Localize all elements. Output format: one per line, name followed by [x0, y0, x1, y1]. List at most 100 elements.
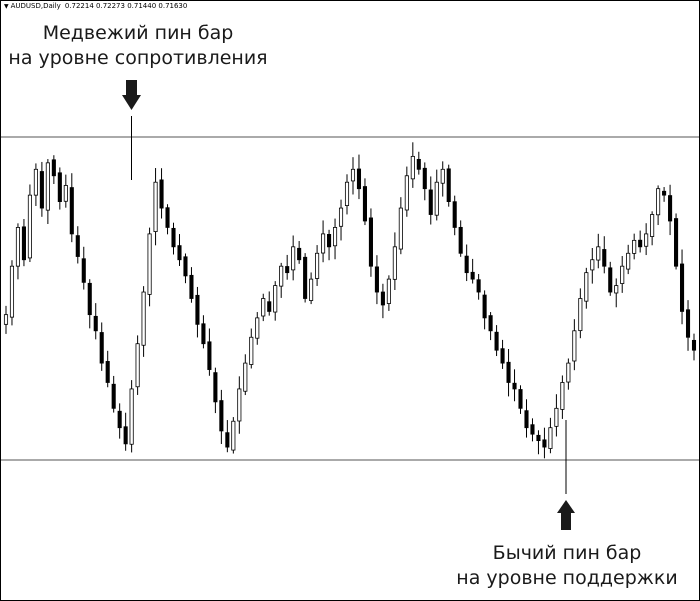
candle	[267, 291, 272, 316]
resistance-annotation-line2: на уровне сопротивления	[8, 47, 268, 69]
candle	[177, 234, 182, 266]
candle	[404, 166, 409, 217]
candle-body-bearish	[195, 294, 200, 325]
candle-body-bearish	[297, 247, 302, 261]
candle-body-bearish	[524, 410, 529, 429]
candle	[602, 236, 607, 274]
candle-body-bearish	[494, 331, 499, 351]
candle-body-bearish	[506, 361, 511, 383]
candle-body-bullish	[644, 233, 649, 247]
candle	[392, 232, 397, 291]
candle	[500, 339, 505, 369]
candle	[81, 246, 86, 290]
candle	[273, 281, 278, 321]
candle	[243, 354, 248, 396]
candle-body-bearish	[207, 341, 212, 370]
candle-body-bearish	[674, 218, 679, 267]
symbol-label: AUDUSD,Daily	[10, 2, 61, 10]
candle-body-bearish	[422, 167, 427, 190]
candle	[39, 161, 44, 217]
candle-body-bearish	[303, 256, 308, 299]
candle	[548, 417, 553, 454]
candle	[303, 253, 308, 303]
candle-body-bearish	[602, 249, 607, 267]
candle	[386, 275, 391, 311]
collapse-triangle-icon[interactable]: ▼	[4, 3, 9, 10]
symbol-header: ▼ AUDUSD,Daily 0.72214 0.72273 0.71440 0.7…	[4, 2, 187, 11]
candle	[668, 184, 673, 236]
candle-body-bullish	[129, 388, 134, 445]
candle	[590, 247, 595, 284]
candle-body-bearish	[327, 234, 332, 248]
candle-body-bearish	[668, 195, 673, 222]
candle-body-bearish	[428, 189, 433, 215]
candle-body-bullish	[566, 362, 571, 383]
candle	[135, 335, 140, 395]
candle-body-bullish	[440, 168, 445, 184]
candle-body-bullish	[291, 246, 296, 271]
candle-body-bearish	[111, 383, 116, 409]
candle	[488, 312, 493, 341]
ohlc-high: 0.72273	[96, 2, 125, 10]
candle	[632, 233, 637, 260]
candle	[33, 163, 38, 206]
candle	[99, 322, 104, 371]
candle-body-bullish	[9, 265, 15, 318]
candle-body-bullish	[434, 181, 439, 216]
candle	[105, 350, 110, 388]
candle	[506, 349, 511, 397]
candle	[285, 254, 290, 280]
candle-body-bullish	[273, 285, 278, 313]
candle-body-bullish	[237, 388, 242, 422]
candle-body-bearish	[416, 158, 421, 170]
candle	[321, 220, 326, 263]
candle	[578, 288, 583, 339]
candle-body-bullish	[255, 317, 260, 339]
candle-body-bullish	[656, 188, 661, 216]
candle	[560, 375, 565, 419]
resistance-annotation: Медвежий пин бар на уровне сопротивления	[8, 21, 268, 71]
candle-body-bearish	[362, 186, 368, 222]
candle-body-bearish	[608, 267, 613, 293]
candle-body-bearish	[368, 217, 373, 267]
candle-body-bearish	[500, 348, 505, 364]
candle-body-bearish	[285, 266, 290, 274]
candle-body-bullish	[45, 162, 50, 211]
candle	[626, 244, 631, 275]
ohlc-low: 0.71440	[127, 2, 157, 10]
candle	[327, 229, 332, 261]
candle	[380, 283, 385, 319]
candle	[153, 168, 158, 246]
candle	[656, 185, 661, 226]
candle-body-bearish	[679, 263, 685, 312]
candle	[482, 290, 487, 330]
candle-body-bearish	[530, 424, 535, 435]
candle	[674, 213, 679, 270]
candle-body-bearish	[482, 294, 487, 319]
candle-body-bearish	[99, 332, 104, 364]
candle-body-bearish	[518, 389, 523, 409]
candle-body-bullish	[315, 252, 320, 279]
candle-body-bearish	[21, 226, 26, 261]
candle	[458, 220, 463, 257]
candle	[57, 167, 62, 210]
candle	[584, 267, 589, 309]
candle	[15, 223, 21, 280]
candle	[165, 204, 170, 235]
candle-body-bearish	[117, 410, 122, 429]
candle	[69, 173, 74, 243]
candle	[45, 159, 50, 224]
candle-body-bearish	[452, 201, 457, 228]
candle	[249, 328, 254, 369]
candle-body-bearish	[123, 426, 128, 445]
support-annotation-line1: Бычий пин бар	[492, 542, 642, 564]
candle	[398, 197, 403, 255]
candle	[422, 162, 427, 201]
candle-body-bearish	[470, 271, 475, 280]
candle-body-bearish	[87, 282, 92, 316]
candle	[309, 272, 314, 305]
candle	[332, 218, 338, 260]
candle	[213, 367, 218, 414]
candle	[159, 168, 164, 219]
